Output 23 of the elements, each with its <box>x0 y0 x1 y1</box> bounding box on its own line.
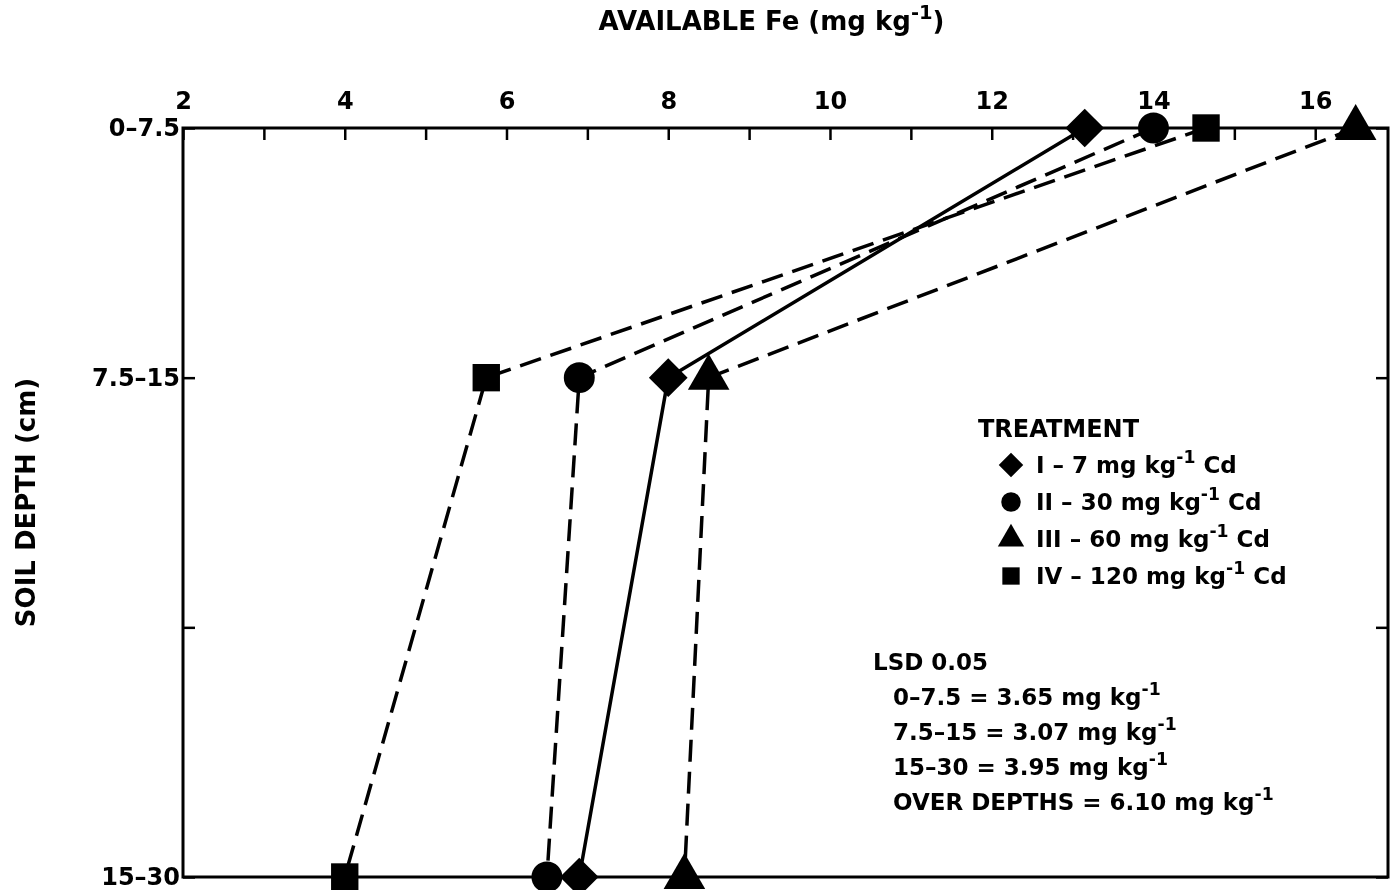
x-tick-label: 8 <box>660 86 678 115</box>
y-tick-label: 15–30 <box>101 863 180 890</box>
legend-label: IV – 120 mg kg$^{-1}$ Cd <box>1036 558 1287 589</box>
x-axis-title: AVAILABLE Fe (mg kg$^{-1}$) <box>598 0 945 36</box>
annotation: 15–30 = 3.95 mg kg$^{-1}$ <box>893 749 1168 780</box>
annotation: 7.5–15 = 3.07 mg kg$^{-1}$ <box>893 714 1177 745</box>
x-tick-label: 4 <box>336 86 354 115</box>
x-tick-label: 12 <box>975 86 1009 115</box>
x-tick-label: 16 <box>1299 86 1333 115</box>
x-tick-label: 10 <box>813 86 848 115</box>
annotation: 0–7.5 = 3.65 mg kg$^{-1}$ <box>893 679 1161 710</box>
y-axis-title: SOIL DEPTH (cm) <box>11 377 41 628</box>
x-tick-label: 6 <box>498 86 516 115</box>
x-tick-label: 14 <box>1137 86 1171 115</box>
annotation: OVER DEPTHS = 6.10 mg kg$^{-1}$ <box>893 784 1274 815</box>
legend-title: TREATMENT <box>978 415 1140 443</box>
legend-label: I – 7 mg kg$^{-1}$ Cd <box>1036 447 1237 478</box>
x-tick-label: 2 <box>175 86 192 115</box>
legend-label: III – 60 mg kg$^{-1}$ Cd <box>1036 521 1270 552</box>
legend-label: II – 30 mg kg$^{-1}$ Cd <box>1036 484 1262 515</box>
annotation: LSD 0.05 <box>873 649 989 675</box>
y-tick-label: 0–7.5 <box>108 114 180 143</box>
y-tick-label: 7.5–15 <box>92 363 180 392</box>
